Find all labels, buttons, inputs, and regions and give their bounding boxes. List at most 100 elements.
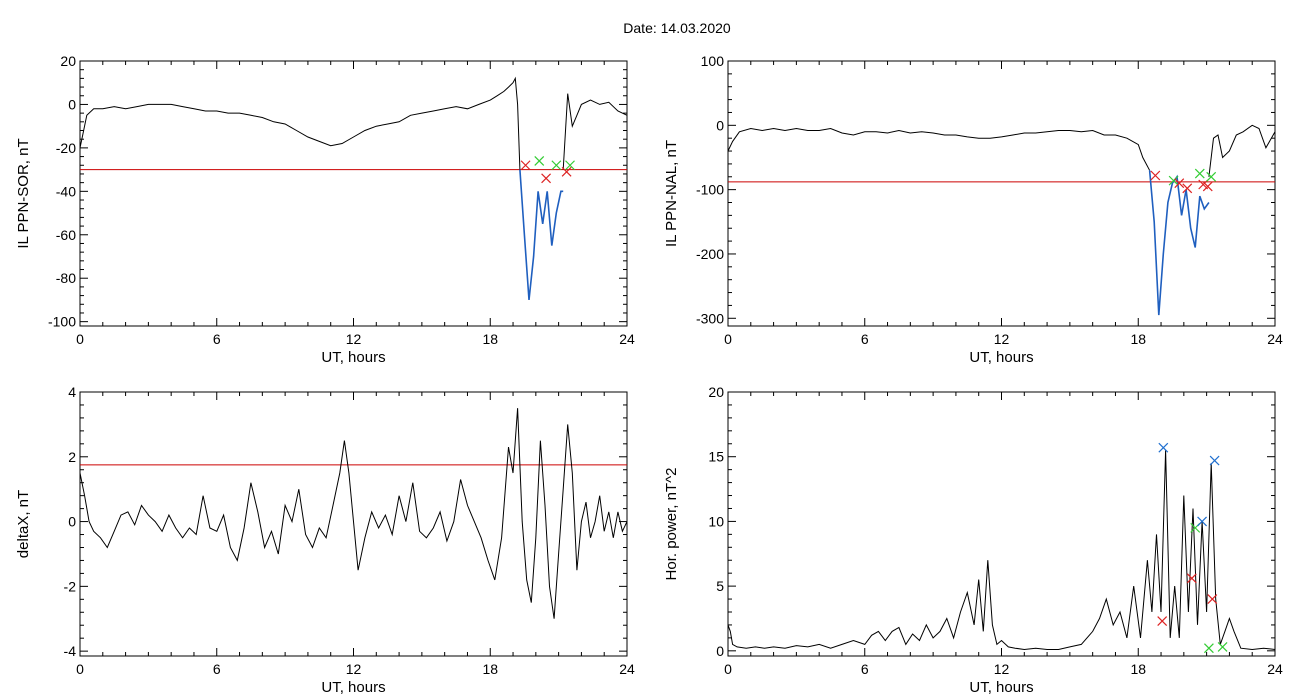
marker-stroke (1202, 181, 1213, 192)
panel-hpower: 0 6 12 18 24 20 15 10 5 0 UT, hours Hor. power, nT^… (663, 384, 1283, 696)
y-tick-label: -200 (696, 246, 724, 262)
marker-stroke (1194, 168, 1205, 179)
marker-stroke (534, 155, 545, 166)
x-tick-label: 6 (213, 331, 221, 347)
marker-stroke (1203, 643, 1214, 654)
marker-stroke (1168, 175, 1179, 186)
y-tick-label: 10 (708, 513, 724, 529)
series-line-0 (727, 127, 1151, 171)
marker-x (1174, 178, 1185, 189)
x-tick-label: 18 (1130, 331, 1146, 347)
plot-frame (727, 60, 1276, 327)
marker-stroke (520, 160, 531, 171)
x-axis-label: UT, hours (321, 349, 385, 366)
marker-stroke (1207, 594, 1218, 604)
y-tick-label: 0 (68, 96, 76, 112)
marker-x (1158, 442, 1169, 453)
x-tick-label: 6 (861, 331, 869, 347)
x-tick-label: 0 (724, 331, 732, 347)
panel-deltax: 0 6 12 18 24 4 2 0 -2 -4 UT, hours deltaX, nT (15, 384, 635, 696)
x-tick-label: 12 (994, 331, 1010, 347)
x-axis-label: UT, hours (321, 679, 385, 696)
y-tick-label: -60 (56, 227, 76, 243)
y-tick-label: -40 (56, 183, 76, 199)
y-tick-label: 0 (716, 643, 724, 659)
marker-x (1203, 643, 1214, 654)
marker-x (541, 173, 552, 184)
marker-stroke (1174, 178, 1185, 189)
marker-stroke (561, 166, 572, 177)
marker-x (1186, 573, 1197, 584)
y-tick-label: -4 (64, 643, 77, 659)
marker-stroke (551, 160, 562, 171)
marker-stroke (1157, 616, 1168, 626)
marker-stroke (1209, 455, 1220, 466)
x-tick-label: 24 (619, 331, 635, 347)
marker-x (520, 160, 531, 171)
y-axis-label: IL PPN-SOR, nT (15, 138, 32, 248)
marker-x (1157, 616, 1168, 626)
marker-stroke (1217, 642, 1228, 652)
x-tick-label: 12 (346, 331, 362, 347)
marker-x (1202, 181, 1213, 192)
y-tick-label: 5 (716, 578, 724, 594)
marker-stroke (1182, 183, 1193, 194)
y-axis-label: deltaX, nT (15, 490, 32, 558)
series-line-0 (79, 408, 628, 619)
marker-x (1150, 170, 1161, 181)
figure-title: Date: 14.03.2020 (623, 20, 731, 36)
marker-stroke (1150, 170, 1161, 181)
x-tick-label: 24 (1267, 661, 1283, 677)
panel-nal: 0 6 12 18 24 100 0 -100 -200 -300 UT, hours IL PPN-… (663, 53, 1283, 366)
x-tick-label: 0 (724, 661, 732, 677)
x-axis-label: UT, hours (969, 679, 1033, 696)
y-tick-label: -2 (64, 578, 77, 594)
marker-stroke (1186, 573, 1197, 584)
y-axis-label: IL PPN-NAL, nT (663, 140, 680, 247)
y-tick-label: -100 (48, 314, 76, 330)
y-tick-label: 2 (68, 449, 76, 465)
y-tick-label: 0 (68, 514, 76, 530)
x-tick-label: 18 (482, 661, 498, 677)
series-line-0 (727, 450, 1276, 651)
marker-x (551, 160, 562, 171)
y-tick-label: 100 (701, 53, 725, 69)
y-tick-label: -100 (696, 182, 724, 198)
marker-x (534, 155, 545, 166)
y-tick-label: 4 (68, 384, 76, 400)
marker-x (1194, 168, 1205, 179)
y-tick-label: 0 (716, 117, 724, 133)
marker-x (1182, 183, 1193, 194)
y-axis-label: Hor. power, nT^2 (663, 468, 680, 581)
marker-x (1217, 642, 1228, 652)
marker-x (1206, 171, 1217, 182)
x-tick-label: 0 (76, 661, 84, 677)
y-tick-label: 20 (60, 53, 76, 69)
x-tick-label: 0 (76, 331, 84, 347)
marker-x (1209, 455, 1220, 466)
x-tick-label: 12 (994, 661, 1010, 677)
x-tick-label: 18 (1130, 661, 1146, 677)
marker-stroke (1198, 179, 1209, 190)
series-line-1 (1148, 170, 1210, 316)
y-tick-label: -80 (56, 270, 76, 286)
marker-stroke (1197, 516, 1207, 527)
x-tick-label: 24 (619, 661, 635, 677)
series-line-0 (79, 76, 521, 170)
plot-frame (727, 391, 1276, 657)
marker-x (1207, 594, 1218, 604)
series-line-1 (519, 169, 564, 300)
marker-x (1197, 516, 1207, 527)
x-tick-label: 24 (1267, 331, 1283, 347)
series-line-2 (562, 93, 628, 170)
marker-stroke (541, 173, 552, 184)
x-tick-label: 12 (346, 661, 362, 677)
plot-frame (79, 60, 628, 327)
marker-x (1168, 175, 1179, 186)
marker-stroke (565, 160, 575, 171)
marker-x (565, 160, 575, 171)
panel-sor: 0 6 12 18 24 20 0 -20 -40 -60 -80 -100 UT, hours IL P… (15, 53, 635, 366)
x-tick-label: 18 (482, 331, 498, 347)
y-tick-label: -20 (56, 140, 76, 156)
